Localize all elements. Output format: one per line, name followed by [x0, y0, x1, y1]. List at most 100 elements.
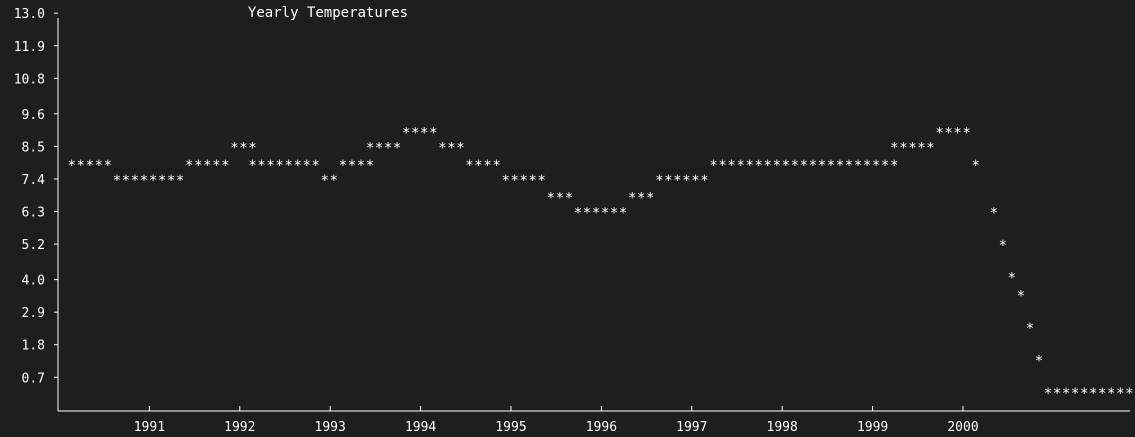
data-point: *: [520, 173, 528, 189]
data-point: *: [113, 173, 121, 189]
data-point: *: [384, 140, 392, 156]
data-point: *: [212, 158, 220, 174]
data-point: *: [266, 158, 274, 174]
data-point: *: [420, 126, 428, 142]
data-point: *: [628, 191, 636, 207]
data-point: *: [727, 158, 735, 174]
data-point: *: [248, 158, 256, 174]
data-point: *: [538, 173, 546, 189]
data-point: *: [791, 158, 799, 174]
data-point: *: [194, 158, 202, 174]
data-point: *: [312, 158, 320, 174]
y-axis-ticks: 13.0 11.9 10.8 9.6 8.5 7.4 6.3 5.2 4.0 2.9 1.8 0.7: [14, 7, 58, 386]
chart-title: Yearly Temperatures: [248, 5, 408, 21]
data-point: *: [773, 158, 781, 174]
data-point: *: [465, 158, 473, 174]
data-point: *: [104, 158, 112, 174]
data-point: *: [619, 206, 627, 222]
data-point: *: [492, 158, 500, 174]
y-tick-label: 5.2: [22, 238, 45, 253]
data-point: *: [293, 158, 301, 174]
data-point: *: [1089, 386, 1097, 402]
data-point: *: [149, 173, 157, 189]
y-tick-label: 10.8: [14, 72, 45, 87]
y-tick-label: 9.6: [22, 108, 45, 123]
data-point: *: [95, 158, 103, 174]
data-point: *: [1125, 386, 1133, 402]
data-point: *: [239, 140, 247, 156]
data-point: *: [890, 140, 898, 156]
data-point: *: [1080, 386, 1088, 402]
data-point: *: [736, 158, 744, 174]
data-point: *: [357, 158, 365, 174]
data-point: *: [68, 158, 76, 174]
data-point: *: [375, 140, 383, 156]
data-point: *: [962, 126, 970, 142]
y-tick-label: 6.3: [22, 206, 45, 221]
data-point: *: [953, 126, 961, 142]
data-point: *: [944, 126, 952, 142]
data-point: *: [474, 158, 482, 174]
data-point: *: [1026, 321, 1034, 337]
data-point: *: [926, 140, 934, 156]
data-point: *: [1053, 386, 1061, 402]
data-point: *: [800, 158, 808, 174]
data-point: *: [610, 206, 618, 222]
data-point: *: [429, 126, 437, 142]
x-tick-label: 1997: [676, 420, 707, 435]
data-point: *: [167, 173, 175, 189]
x-axis-ticks: 1991 1992 1993 1994 1995 1996 1997 1998 1999 2000: [134, 406, 979, 435]
data-point: *: [86, 158, 94, 174]
data-point: *: [709, 158, 717, 174]
data-point: *: [321, 173, 329, 189]
data-point: *: [203, 158, 211, 174]
data-point: *: [646, 191, 654, 207]
data-point: *: [718, 158, 726, 174]
data-point: *: [755, 158, 763, 174]
data-point: *: [700, 173, 708, 189]
data-point: *: [854, 158, 862, 174]
data-point: *: [682, 173, 690, 189]
data-point: *: [221, 158, 229, 174]
data-point: *: [140, 173, 148, 189]
data-point: *: [303, 158, 311, 174]
data-point: *: [782, 158, 790, 174]
data-point: *: [1116, 386, 1124, 402]
data-point: *: [1071, 386, 1079, 402]
x-tick-label: 1992: [224, 420, 255, 435]
data-point: *: [330, 173, 338, 189]
data-point: *: [583, 206, 591, 222]
data-point: *: [881, 158, 889, 174]
data-point: *: [601, 206, 609, 222]
data-point: *: [366, 158, 374, 174]
data-point: *: [185, 158, 193, 174]
data-point: *: [158, 173, 166, 189]
data-point: *: [999, 238, 1007, 254]
x-tick-label: 1998: [767, 420, 798, 435]
data-point: *: [908, 140, 916, 156]
data-point: *: [131, 173, 139, 189]
x-tick-label: 1994: [405, 420, 436, 435]
y-tick-label: 7.4: [22, 173, 46, 188]
data-point: *: [1098, 386, 1106, 402]
data-point: *: [745, 158, 753, 174]
data-point: *: [248, 140, 256, 156]
y-tick-label: 13.0: [14, 7, 45, 22]
data-point: *: [917, 140, 925, 156]
data-point: *: [655, 173, 663, 189]
y-tick-label: 4.0: [22, 274, 45, 289]
data-point: *: [872, 158, 880, 174]
data-point: *: [845, 158, 853, 174]
x-tick-label: 2000: [947, 420, 978, 435]
data-point: *: [691, 173, 699, 189]
data-point: *: [284, 158, 292, 174]
data-point: *: [809, 158, 817, 174]
data-point: *: [529, 173, 537, 189]
data-point: *: [827, 158, 835, 174]
data-point: *: [77, 158, 85, 174]
x-tick-label: 1993: [315, 420, 346, 435]
data-point: *: [176, 173, 184, 189]
data-point: *: [673, 173, 681, 189]
data-point: *: [456, 140, 464, 156]
data-point: *: [1062, 386, 1070, 402]
